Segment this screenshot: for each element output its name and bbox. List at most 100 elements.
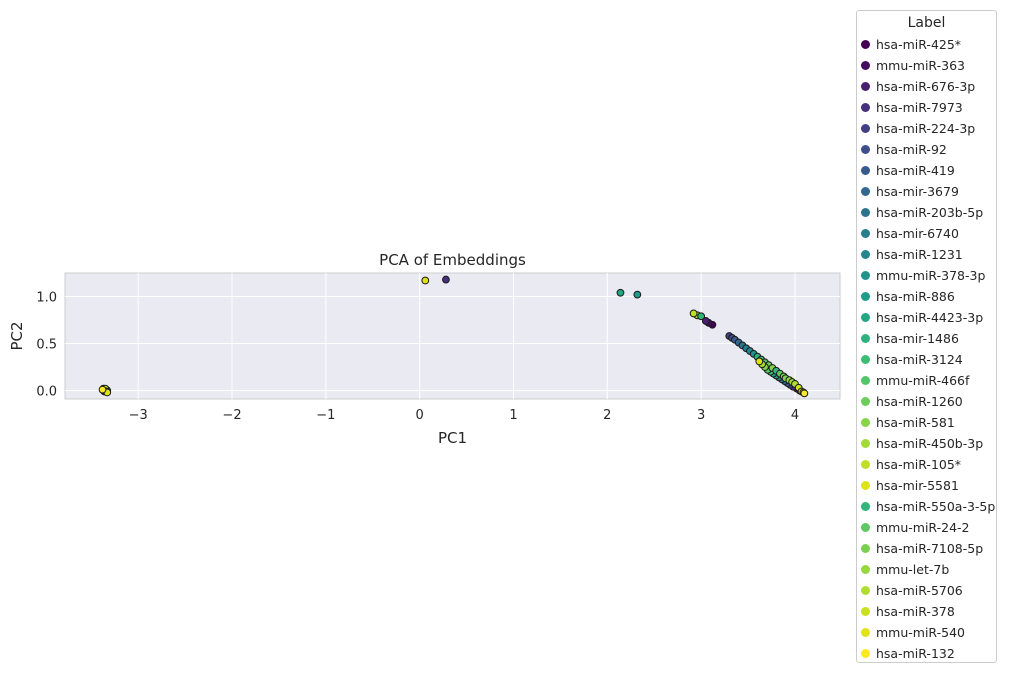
legend-marker bbox=[861, 628, 870, 637]
legend-label: hsa-miR-224-3p bbox=[876, 121, 976, 136]
legend-item: mmu-let-7b bbox=[857, 559, 996, 580]
y-axis-title: PC2 bbox=[8, 321, 26, 350]
data-point bbox=[633, 290, 642, 299]
legend-marker bbox=[861, 313, 870, 322]
legend-label: hsa-miR-4423-3p bbox=[876, 310, 984, 325]
y-tick-label: 1.0 bbox=[36, 291, 57, 306]
legend-item: mmu-miR-24-2 bbox=[857, 517, 996, 538]
legend-item: mmu-miR-540 bbox=[857, 622, 996, 643]
legend-item: hsa-mir-5581 bbox=[857, 475, 996, 496]
legend-marker bbox=[861, 418, 870, 427]
legend-label: hsa-miR-3124 bbox=[876, 352, 963, 367]
legend-item: hsa-miR-203b-5p bbox=[857, 202, 996, 223]
legend-label: hsa-miR-1231 bbox=[876, 247, 963, 262]
legend-label: hsa-miR-676-3p bbox=[876, 79, 976, 94]
legend-label: hsa-miR-132 bbox=[876, 646, 955, 661]
legend-item: mmu-miR-466f bbox=[857, 370, 996, 391]
legend-title: Label bbox=[907, 15, 946, 31]
legend-item: hsa-miR-378 bbox=[857, 601, 996, 622]
legend-marker bbox=[861, 40, 870, 49]
legend-marker bbox=[861, 271, 870, 280]
legend-label: hsa-miR-450b-3p bbox=[876, 436, 984, 451]
legend-label: mmu-miR-540 bbox=[876, 625, 965, 640]
legend-item: hsa-miR-581 bbox=[857, 412, 996, 433]
legend-items: hsa-miR-425* mmu-miR-363 hsa-miR-676-3p hsa… bbox=[857, 34, 996, 664]
data-point bbox=[442, 275, 450, 284]
legend-item: hsa-miR-105* bbox=[857, 454, 996, 475]
legend-item: hsa-miR-419 bbox=[857, 160, 996, 181]
legend-item: hsa-miR-1260 bbox=[857, 391, 996, 412]
legend-marker bbox=[861, 523, 870, 532]
x-tick-label: 0 bbox=[416, 408, 424, 423]
legend-item: hsa-miR-3124 bbox=[857, 349, 996, 370]
x-axis-title: PC1 bbox=[438, 429, 467, 447]
legend-marker bbox=[861, 376, 870, 385]
legend-label: mmu-miR-466f bbox=[876, 373, 970, 388]
legend-item: hsa-miR-676-3p bbox=[857, 76, 996, 97]
x-tick-label: −1 bbox=[316, 408, 335, 423]
legend-label: hsa-miR-886 bbox=[876, 289, 955, 304]
data-point bbox=[701, 317, 710, 325]
legend-label: mmu-let-7b bbox=[876, 562, 950, 577]
legend-label: hsa-miR-425* bbox=[876, 37, 962, 52]
legend-item: hsa-miR-5706 bbox=[857, 580, 996, 601]
legend-item: mmu-miR-378-3p bbox=[857, 265, 996, 286]
legend-label: hsa-mir-3679 bbox=[876, 184, 959, 199]
legend-marker bbox=[861, 82, 870, 91]
legend-marker bbox=[861, 607, 870, 616]
legend-marker bbox=[861, 544, 870, 553]
legend-marker bbox=[861, 208, 870, 217]
x-tick-label: 3 bbox=[697, 408, 705, 423]
plot-area bbox=[64, 272, 841, 400]
x-tick-label: −2 bbox=[222, 408, 241, 423]
legend-label: hsa-miR-7108-5p bbox=[876, 541, 984, 556]
legend-marker bbox=[861, 292, 870, 301]
legend-item: mmu-miR-363 bbox=[857, 55, 996, 76]
legend: Label hsa-miR-425* mmu-miR-363 hsa-miR-676… bbox=[856, 10, 997, 663]
legend-label: hsa-miR-378 bbox=[876, 604, 955, 619]
legend-label: hsa-mir-6740 bbox=[876, 226, 959, 241]
legend-label: hsa-mir-1486 bbox=[876, 331, 959, 346]
legend-label: hsa-mir-5581 bbox=[876, 478, 959, 493]
legend-label: hsa-miR-105* bbox=[876, 457, 962, 472]
chart-title: PCA of Embeddings bbox=[379, 251, 526, 269]
legend-marker bbox=[861, 502, 870, 511]
legend-label: hsa-miR-1260 bbox=[876, 394, 963, 409]
legend-label: hsa-miR-419 bbox=[876, 163, 955, 178]
legend-marker bbox=[861, 166, 870, 175]
legend-marker bbox=[861, 250, 870, 259]
legend-label: hsa-miR-92 bbox=[876, 142, 947, 157]
x-tick-label: 2 bbox=[603, 408, 611, 423]
legend-label: mmu-miR-363 bbox=[876, 58, 965, 73]
data-point bbox=[98, 385, 107, 394]
y-tick-label: 0.0 bbox=[36, 385, 57, 400]
data-point bbox=[689, 309, 698, 318]
legend-item: hsa-miR-4423-3p bbox=[857, 307, 996, 328]
legend-label: hsa-miR-581 bbox=[876, 415, 955, 430]
legend-marker bbox=[861, 61, 870, 70]
legend-label: mmu-miR-378-3p bbox=[876, 268, 986, 283]
legend-item: hsa-mir-1486 bbox=[857, 328, 996, 349]
legend-marker bbox=[861, 103, 870, 112]
data-point bbox=[616, 288, 625, 297]
legend-label: hsa-miR-203b-5p bbox=[876, 205, 984, 220]
legend-item: hsa-miR-92 bbox=[857, 139, 996, 160]
pca-scatter-chart: −3 −2 −1 0 1 2 3 4 0.0 0.5 1.0 PCA of Embeddings PC1… bbox=[8, 251, 841, 447]
legend-item: hsa-miR-7108-5p bbox=[857, 538, 996, 559]
legend-item: hsa-miR-7973 bbox=[857, 97, 996, 118]
data-point bbox=[755, 357, 764, 366]
data-point bbox=[421, 276, 430, 285]
x-tick-label: 1 bbox=[509, 408, 517, 423]
x-tick-label: −3 bbox=[129, 408, 148, 423]
legend-item: hsa-miR-425* bbox=[857, 34, 996, 55]
legend-marker bbox=[861, 586, 870, 595]
legend-label: hsa-miR-7973 bbox=[876, 100, 963, 115]
legend-marker bbox=[861, 481, 870, 490]
legend-item: hsa-miR-886 bbox=[857, 286, 996, 307]
data-point bbox=[800, 389, 809, 398]
legend-marker bbox=[861, 124, 870, 133]
legend-item: hsa-miR-550a-3-5p bbox=[857, 496, 996, 517]
legend-label: hsa-miR-550a-3-5p bbox=[876, 499, 996, 514]
legend-item: hsa-miR-1231 bbox=[857, 244, 996, 265]
legend-label: hsa-miR-5706 bbox=[876, 583, 963, 598]
